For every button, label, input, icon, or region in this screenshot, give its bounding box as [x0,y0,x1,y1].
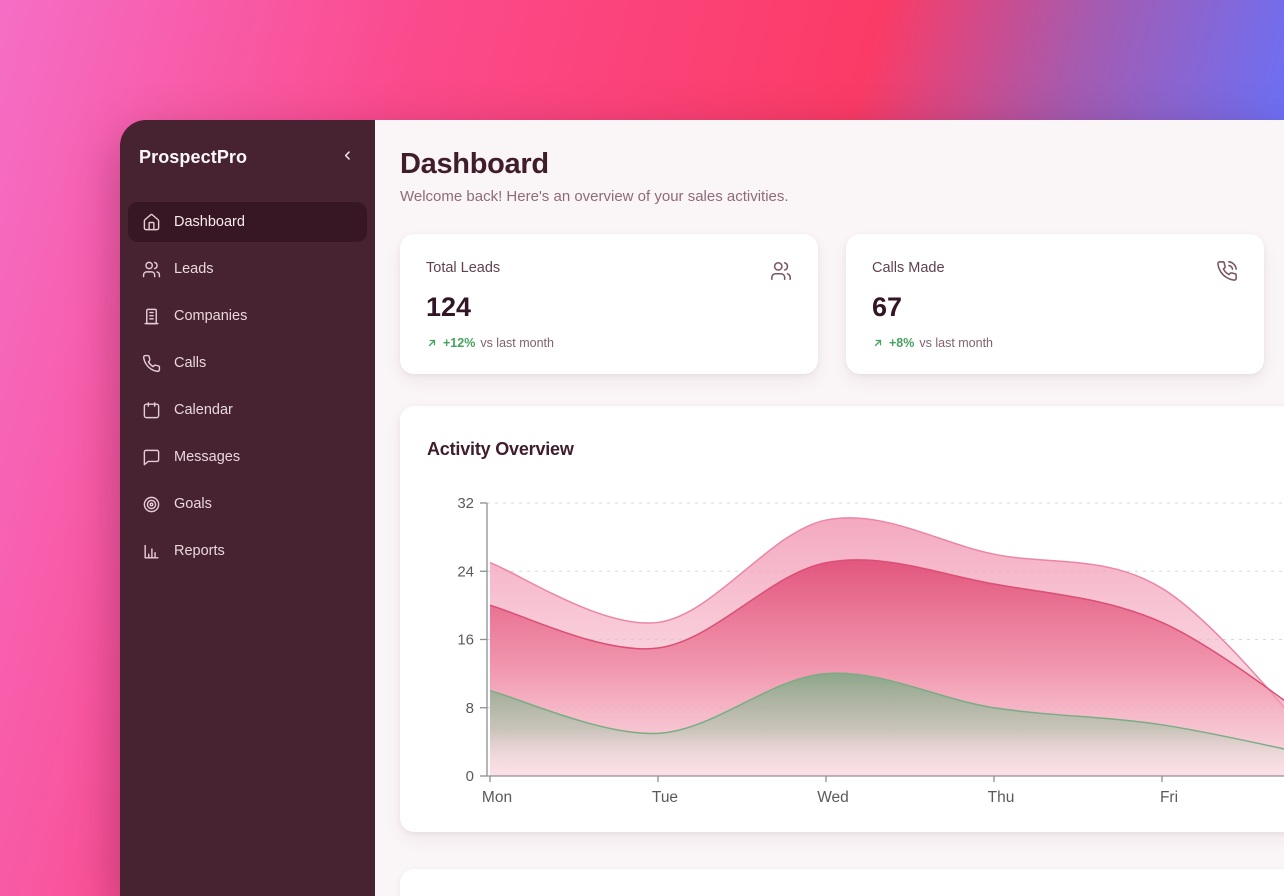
home-icon [142,213,161,232]
x-axis-label: Thu [988,789,1015,806]
sidebar-item-reports[interactable]: Reports [128,531,367,571]
calendar-icon [142,401,161,420]
message-icon [142,448,161,467]
activity-area-chart: 0 8 16 24 32 Mon Tue Wed Thu Fri [457,495,1284,806]
stats-row: Total Leads 124 +12% vs last month Calls Mad… [400,234,1284,374]
sidebar-item-leads[interactable]: Leads [128,249,367,289]
sidebar-item-label: Calendar [174,402,233,418]
x-axis-label: Fri [1160,789,1178,806]
sidebar-item-calendar[interactable]: Calendar [128,390,367,430]
building-icon [142,307,161,326]
y-axis-label: 8 [466,700,474,717]
trend-up-icon [426,337,438,349]
page-title: Dashboard [400,148,549,180]
chevron-left-icon [340,148,355,166]
stat-value: 67 [872,292,903,322]
sidebar-nav: Dashboard Leads Companies Calls Calendar Mess… [128,202,367,571]
sidebar-item-goals[interactable]: Goals [128,484,367,524]
x-axis-label: Mon [482,789,512,806]
users-icon [142,260,161,279]
phone-icon [142,354,161,373]
x-axis-label: Tue [652,789,678,806]
y-axis-label: 32 [457,495,474,512]
sidebar-item-label: Reports [174,543,225,559]
y-axis-label: 16 [457,632,474,649]
main-content: Dashboard Welcome back! Here's an overvi… [375,120,1284,896]
bar-chart-icon [142,542,161,561]
stat-label: Calls Made [872,260,945,276]
stat-value: 124 [426,292,472,322]
stat-trend: +8% vs last month [872,336,1238,350]
stat-label: Total Leads [426,260,501,276]
sidebar-item-label: Messages [174,449,241,465]
stat-trend: +12% vs last month [426,336,792,350]
activity-overview-card: Activity Overview 0 8 16 24 32 Mon Tue Wed Thu Fr… [400,406,1284,832]
area-series-green-band [490,673,1284,776]
sidebar-item-companies[interactable]: Companies [128,296,367,336]
app-window: ProspectPro Dashboard Leads Companies Calls… [120,120,1284,896]
sidebar-item-label: Goals [174,496,212,512]
y-axis-label: 0 [466,768,474,785]
sidebar-item-calls[interactable]: Calls [128,343,367,383]
sidebar-item-messages[interactable]: Messages [128,437,367,477]
x-axis-label: Wed [817,789,849,806]
sidebar-collapse-button[interactable] [338,146,357,168]
sidebar-item-label: Companies [174,308,248,324]
sidebar-item-label: Dashboard [174,214,245,230]
trend-note: vs last month [919,336,994,350]
trend-percent: +12% [443,336,476,350]
target-icon [142,495,161,514]
y-axis-label: 24 [457,563,474,580]
users-icon [770,260,792,282]
trend-percent: +8% [889,336,915,350]
next-section-card [400,869,1284,896]
stat-card-total-leads: Total Leads 124 +12% vs last month [400,234,818,374]
sidebar-item-dashboard[interactable]: Dashboard [128,202,367,242]
stat-card-calls-made: Calls Made 67 +8% vs last month [846,234,1264,374]
line-series-rose-band [489,559,1284,702]
line-series-outer-pink-band [489,517,1284,708]
chart-title: Activity Overview [427,439,574,459]
line-series-green-band [489,672,1284,750]
trend-up-icon [872,337,884,349]
sidebar: ProspectPro Dashboard Leads Companies Calls… [120,120,375,896]
app-logo: ProspectPro [139,146,248,167]
trend-note: vs last month [480,336,554,350]
sidebar-header: ProspectPro [128,146,367,168]
sidebar-item-label: Leads [174,261,214,277]
sidebar-item-label: Calls [174,355,207,371]
phone-call-icon [1216,260,1238,282]
page-subtitle: Welcome back! Here's an overview of your… [400,188,789,205]
